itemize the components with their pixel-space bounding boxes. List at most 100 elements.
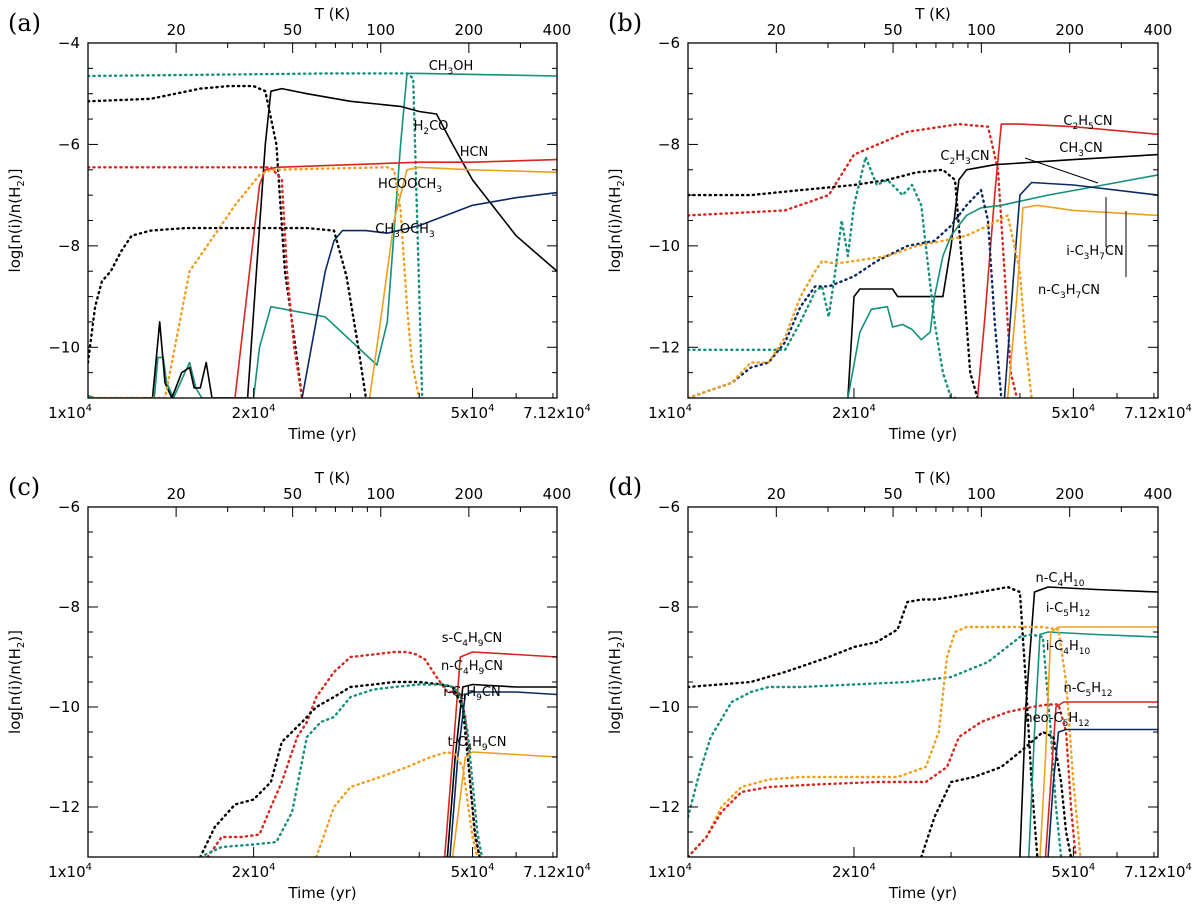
- top-tick-label: 400: [1144, 485, 1173, 503]
- top-tick-label: 200: [1055, 21, 1084, 39]
- top-tick-label: 20: [767, 21, 786, 39]
- annotation-label: CH3OH: [429, 59, 474, 77]
- y-tick-label: −8: [658, 598, 680, 616]
- series-n-C3H7CN-gas: [688, 214, 1033, 398]
- x-tick-label: 5x104: [451, 403, 495, 422]
- y-axis-label: log[n(i)/n(H2)]: [6, 630, 27, 734]
- top-tick-label: 100: [967, 21, 996, 39]
- annotation-label: C2H3CN: [940, 149, 989, 167]
- panel-label: (d): [608, 473, 642, 501]
- annotation-label: HCN: [460, 145, 489, 160]
- series-i-C4H9CN-ice: [449, 691, 557, 857]
- series-i-C4H10-gas: [688, 633, 1063, 857]
- top-tick-label: 100: [366, 21, 395, 39]
- top-tick-label: 200: [455, 21, 484, 39]
- y-tick-label: −8: [58, 237, 80, 255]
- y-tick-label: −6: [58, 498, 80, 516]
- annotation-label: HCOOCH3: [378, 177, 442, 195]
- series-i-C3H7CN-gas: [688, 188, 1003, 398]
- series-group: [688, 585, 1158, 857]
- x-tick-label: 1x104: [48, 862, 92, 881]
- top-tick-label: 50: [283, 485, 302, 503]
- y-tick-label: −12: [648, 798, 680, 816]
- series-n-C5H12-ice: [1044, 701, 1158, 857]
- series-group: [688, 122, 1158, 398]
- series-s-C4H9CN-ice: [443, 651, 557, 857]
- series-C2H3CN-gas: [688, 155, 961, 398]
- top-tick-label: 50: [283, 21, 302, 39]
- series-neo-C5H12-gas: [920, 730, 1073, 857]
- series-H2CO-gas: [88, 84, 304, 398]
- series-C2H5CN-ice: [976, 123, 1158, 398]
- series-t-C4H9CN-ice: [451, 751, 557, 857]
- annotation-label: s-C4H9CN: [442, 631, 503, 649]
- x-tick-label: 2x104: [832, 403, 876, 422]
- x-tick-label: 1x104: [48, 403, 92, 422]
- panel-a: 1x104 2x104 5x104 7.12x104 20 50 100 200 400 −10 −…: [6, 5, 591, 443]
- annotation-label: i-C5H12: [1046, 601, 1090, 619]
- leader-line: [1024, 157, 1099, 184]
- series-n-C3H7CN-ice: [1006, 204, 1158, 398]
- x-tick-label: 5x104: [451, 862, 495, 881]
- top-tick-label: 20: [167, 485, 186, 503]
- series-CH3OCH3-ice: [301, 191, 557, 398]
- y-tick-label: −8: [658, 135, 680, 153]
- y-tick-label: −12: [648, 338, 680, 356]
- y-tick-label: −10: [648, 237, 680, 255]
- series-t-C4H9CN-gas: [315, 750, 479, 857]
- series-n-C4H10-ice: [1019, 586, 1158, 857]
- annotation-label: n-C4H9CN: [441, 659, 503, 677]
- annotation-label: n-C3H7CN: [1038, 283, 1100, 301]
- x-tick-label: 1x104: [648, 862, 692, 881]
- y-tick-label: −12: [48, 798, 80, 816]
- x-tick-label: 2x104: [832, 862, 876, 881]
- series-i-C4H10-ice: [1028, 631, 1158, 857]
- y-axis-label: log[n(i)/n(H2)]: [606, 169, 627, 273]
- x-tick-label: 7.12x104: [523, 403, 591, 422]
- series-HCOOCH3-gas: [88, 166, 421, 398]
- y-tick-label: −10: [648, 698, 680, 716]
- series-n-C4H9CN-gas: [199, 680, 481, 857]
- x-axis-label: Time (yr): [287, 425, 356, 443]
- annotation-label: n-C4H10: [1036, 571, 1085, 589]
- x-tick-label: 2x104: [232, 403, 276, 422]
- series-HCN-gas: [88, 166, 304, 398]
- annotation-label: CH3OCH3: [375, 222, 434, 240]
- top-tick-label: 20: [767, 485, 786, 503]
- annotation-label: n-C5H12: [1064, 681, 1113, 699]
- annotation-label: C2H5CN: [1063, 114, 1112, 132]
- plot-frame: [87, 506, 558, 858]
- series-H2CO-ice: [141, 87, 557, 398]
- series-CH3CN-gas: [688, 168, 979, 398]
- series-neo-C5H12-ice: [1047, 728, 1158, 857]
- top-tick-label: 50: [884, 485, 903, 503]
- series-CH3OH-ice: [88, 72, 557, 398]
- series-i-C4H9CN-gas: [199, 683, 484, 857]
- x-tick-label: 7.12x104: [1124, 862, 1192, 881]
- top-tick-label: 100: [366, 485, 395, 503]
- panel-label: (b): [608, 9, 642, 37]
- annotation-label: i-C4H9CN: [443, 685, 500, 703]
- top-tick-label: 400: [543, 485, 572, 503]
- x-tick-label: 7.12x104: [523, 862, 591, 881]
- top-axis-label: T (K): [914, 5, 950, 23]
- y-tick-label: −4: [58, 34, 80, 52]
- y-tick-label: −10: [48, 698, 80, 716]
- plot-frame: [687, 506, 1159, 858]
- x-tick-label: 5x104: [1051, 862, 1095, 881]
- series-n-C4H9CN-ice: [446, 683, 557, 857]
- annotation-label: i-C3H7CN: [1066, 244, 1123, 262]
- top-tick-label: 400: [1144, 21, 1173, 39]
- x-tick-label: 7.12x104: [1124, 403, 1192, 422]
- series-CH3OH-gas: [88, 72, 424, 398]
- x-tick-label: 1x104: [648, 403, 692, 422]
- panel-b: 1x104 2x104 5x104 7.12x104 20 50 100 200 400 −12 −…: [606, 5, 1192, 443]
- annotation-label: H2CO: [414, 119, 449, 137]
- annotation-label: neo-C5H12: [1024, 711, 1089, 729]
- annotation-label: CH3CN: [1059, 141, 1102, 159]
- series-HCOOCH3-ice: [368, 166, 557, 398]
- annotation-label: i-C4H10: [1046, 639, 1091, 657]
- series-i-C3H7CN-ice: [1003, 181, 1158, 398]
- top-axis-label: T (K): [314, 469, 350, 487]
